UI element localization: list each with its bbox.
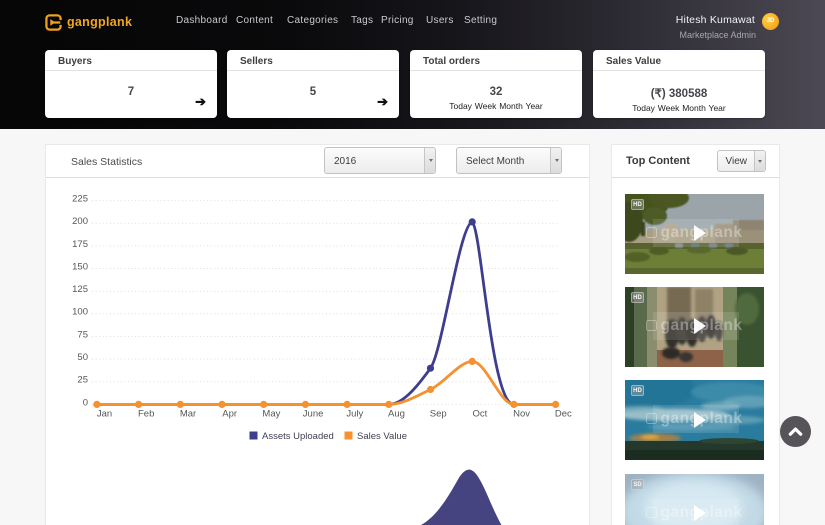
svg-text:Jan: Jan — [97, 409, 112, 420]
svg-text:150: 150 — [72, 261, 88, 272]
svg-text:Aug: Aug — [388, 409, 405, 420]
svg-text:200: 200 — [72, 216, 88, 227]
svg-text:Nov: Nov — [513, 409, 530, 420]
svg-text:175: 175 — [72, 239, 88, 250]
svg-text:125: 125 — [72, 284, 88, 295]
svg-text:Assets Uploaded: Assets Uploaded — [262, 431, 334, 442]
svg-text:June: June — [303, 409, 324, 420]
svg-text:July: July — [346, 409, 363, 420]
svg-text:Dec: Dec — [555, 409, 572, 420]
svg-text:225: 225 — [72, 194, 88, 205]
svg-text:100: 100 — [72, 307, 88, 318]
svg-text:Sales Value: Sales Value — [357, 431, 407, 442]
svg-text:50: 50 — [77, 352, 88, 363]
svg-text:May: May — [262, 409, 280, 420]
svg-text:25: 25 — [77, 375, 88, 386]
svg-text:75: 75 — [77, 329, 88, 340]
svg-text:Sep: Sep — [430, 409, 447, 420]
svg-text:Oct: Oct — [473, 409, 488, 420]
svg-text:Apr: Apr — [222, 409, 237, 420]
svg-text:Feb: Feb — [138, 409, 154, 420]
svg-text:Mar: Mar — [180, 409, 196, 420]
svg-text:0: 0 — [83, 397, 88, 408]
